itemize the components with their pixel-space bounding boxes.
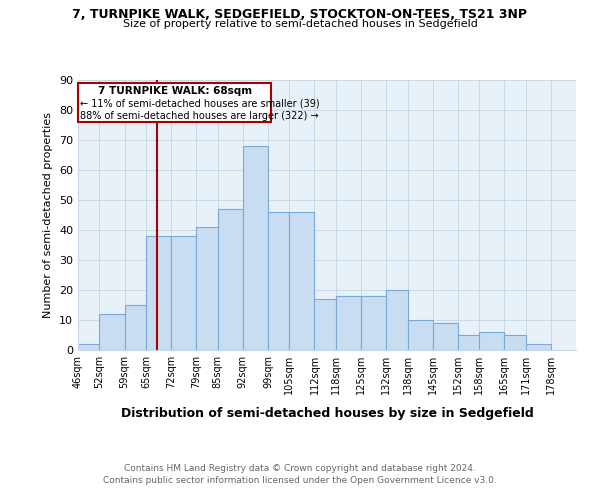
Bar <box>196 227 218 350</box>
Bar <box>336 296 361 350</box>
Text: Distribution of semi-detached houses by size in Sedgefield: Distribution of semi-detached houses by … <box>121 408 533 420</box>
Bar <box>407 320 433 350</box>
Bar <box>146 236 171 350</box>
Text: 88% of semi-detached houses are larger (322) →: 88% of semi-detached houses are larger (… <box>80 110 319 120</box>
Bar <box>289 212 314 350</box>
Bar <box>458 335 479 350</box>
Text: Contains public sector information licensed under the Open Government Licence v3: Contains public sector information licen… <box>103 476 497 485</box>
Bar <box>386 290 407 350</box>
Text: Contains HM Land Registry data © Crown copyright and database right 2024.: Contains HM Land Registry data © Crown c… <box>124 464 476 473</box>
Bar <box>243 146 268 350</box>
Bar <box>526 344 551 350</box>
Bar <box>78 344 100 350</box>
Text: Size of property relative to semi-detached houses in Sedgefield: Size of property relative to semi-detach… <box>122 19 478 29</box>
Bar <box>433 323 458 350</box>
Bar <box>479 332 505 350</box>
Text: ← 11% of semi-detached houses are smaller (39): ← 11% of semi-detached houses are smalle… <box>80 98 319 108</box>
Bar <box>361 296 386 350</box>
Bar <box>171 236 196 350</box>
Bar <box>268 212 289 350</box>
Text: 7 TURNPIKE WALK: 68sqm: 7 TURNPIKE WALK: 68sqm <box>98 86 252 96</box>
Bar <box>100 314 125 350</box>
Bar <box>125 305 146 350</box>
Y-axis label: Number of semi-detached properties: Number of semi-detached properties <box>43 112 53 318</box>
Text: 7, TURNPIKE WALK, SEDGEFIELD, STOCKTON-ON-TEES, TS21 3NP: 7, TURNPIKE WALK, SEDGEFIELD, STOCKTON-O… <box>73 8 527 20</box>
Bar <box>218 209 243 350</box>
Bar <box>78 83 271 122</box>
Bar <box>505 335 526 350</box>
Bar <box>314 299 336 350</box>
